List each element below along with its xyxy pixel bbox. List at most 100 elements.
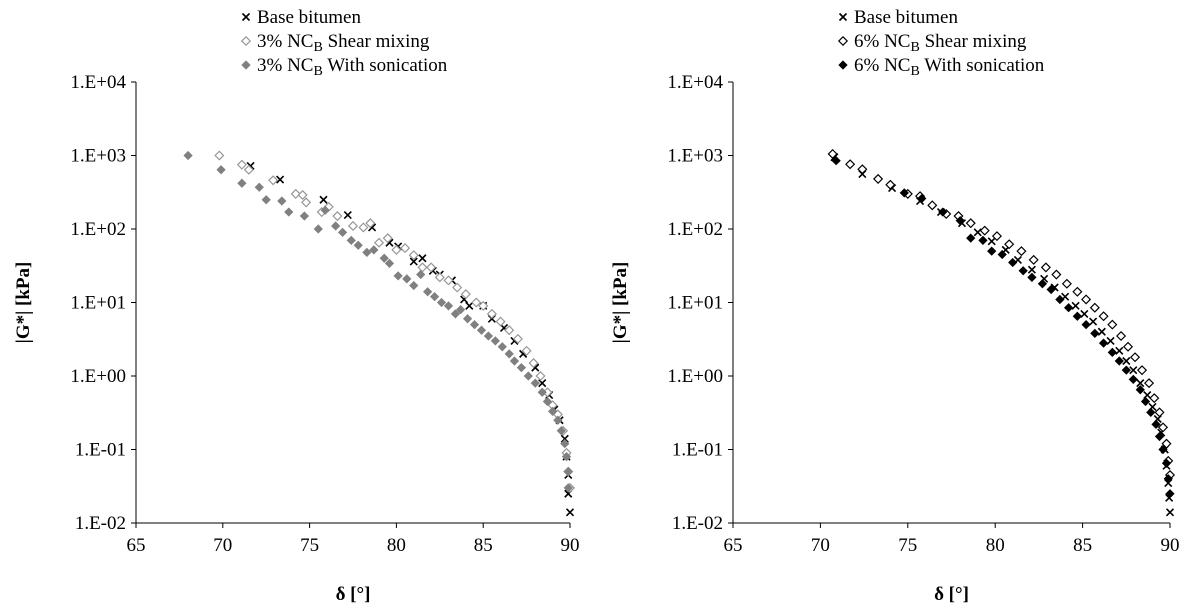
legend-label: 3% NCB Shear mixing bbox=[257, 31, 430, 55]
data-point bbox=[523, 371, 533, 381]
data-point bbox=[1063, 303, 1074, 313]
data-point bbox=[563, 467, 573, 477]
data-point bbox=[528, 358, 539, 369]
data-point bbox=[409, 280, 419, 291]
data-point bbox=[337, 227, 348, 237]
data-point bbox=[1161, 458, 1172, 468]
legend-marker bbox=[837, 35, 849, 47]
legend-entry-3: 3% NCB With sonication bbox=[241, 55, 448, 79]
legend-entry-1: Base bitumen bbox=[838, 7, 958, 28]
data-point bbox=[373, 237, 385, 248]
data-point bbox=[565, 508, 575, 517]
legend-entry-3: 6% NCB With sonication bbox=[838, 55, 1045, 79]
data-point bbox=[1136, 365, 1148, 376]
data-point bbox=[845, 159, 856, 170]
data-point bbox=[290, 188, 301, 199]
y-tick-label: 1.E-02 bbox=[75, 513, 126, 534]
x-tick-label: 75 bbox=[300, 535, 319, 556]
data-point bbox=[1121, 365, 1131, 375]
data-point bbox=[1051, 269, 1062, 280]
x-tick-label: 70 bbox=[811, 535, 830, 556]
y-tick-label: 1.E+03 bbox=[70, 146, 126, 167]
series-2-points bbox=[214, 150, 576, 493]
data-point bbox=[1081, 294, 1092, 305]
data-point bbox=[301, 197, 312, 208]
data-point bbox=[857, 164, 868, 175]
data-point bbox=[1107, 347, 1117, 357]
data-point bbox=[1115, 346, 1124, 355]
data-point bbox=[497, 342, 507, 352]
data-point bbox=[516, 363, 527, 373]
data-point bbox=[955, 216, 965, 226]
x-tick-label: 90 bbox=[561, 535, 580, 556]
data-point bbox=[277, 196, 287, 206]
data-point bbox=[1165, 508, 1175, 517]
data-point bbox=[1163, 474, 1173, 484]
data-point bbox=[261, 195, 271, 205]
series-3-points bbox=[183, 150, 573, 493]
legend-entry-1: Base bitumen bbox=[241, 7, 361, 28]
chart-left: 1.E-02 1.E-01 1.E+00 1.E+01 1.E+02 1.E+03 1.E+… bbox=[0, 0, 596, 607]
data-point bbox=[1122, 341, 1134, 352]
data-point bbox=[379, 253, 389, 263]
data-point bbox=[297, 189, 308, 201]
data-point bbox=[1016, 246, 1027, 257]
data-point bbox=[1046, 284, 1056, 295]
data-point bbox=[462, 314, 473, 324]
data-point bbox=[1097, 327, 1106, 336]
data-point bbox=[548, 406, 558, 417]
data-point bbox=[452, 282, 463, 293]
data-point bbox=[1154, 407, 1165, 418]
data-point bbox=[347, 220, 359, 232]
data-point bbox=[1072, 286, 1083, 297]
series-2-points bbox=[827, 148, 1176, 481]
series-1-points bbox=[246, 161, 575, 517]
y-tick-label: 1.E+03 bbox=[667, 146, 723, 167]
data-point bbox=[1140, 396, 1151, 407]
y-axis-title: |G*| [kPa] bbox=[610, 262, 631, 344]
data-point bbox=[1027, 272, 1037, 282]
data-point bbox=[560, 434, 569, 443]
data-point bbox=[460, 289, 471, 300]
x-axis-title: δ [°] bbox=[934, 584, 969, 605]
data-point bbox=[362, 247, 372, 258]
data-point bbox=[346, 235, 356, 246]
data-point bbox=[400, 243, 411, 254]
legend-entry-2: 3% NCB Shear mixing bbox=[240, 31, 430, 55]
data-point bbox=[561, 451, 572, 462]
x-tick-label: 80 bbox=[986, 535, 1005, 556]
data-point bbox=[556, 426, 566, 436]
data-point bbox=[512, 333, 523, 344]
legend-marker bbox=[240, 35, 252, 47]
data-point bbox=[391, 244, 402, 255]
data-point bbox=[1157, 422, 1169, 433]
y-tick-label: 1.E+02 bbox=[70, 219, 126, 240]
y-tick-label: 1.E-01 bbox=[672, 440, 723, 461]
data-point bbox=[1098, 311, 1109, 322]
data-point bbox=[183, 150, 193, 161]
x-tick-label: 85 bbox=[474, 535, 493, 556]
data-point bbox=[1107, 319, 1118, 330]
y-tick-label: 1.E+00 bbox=[70, 366, 126, 387]
data-point bbox=[426, 262, 437, 273]
data-point bbox=[1149, 393, 1160, 404]
data-point bbox=[1090, 328, 1100, 339]
x-tick-label: 90 bbox=[1161, 535, 1180, 556]
data-point bbox=[563, 483, 573, 493]
x-tick-label: 85 bbox=[1073, 535, 1092, 556]
data-point bbox=[966, 233, 976, 243]
data-point bbox=[456, 304, 466, 315]
data-point bbox=[1165, 489, 1175, 499]
chart-right: 1.E-02 1.E-01 1.E+00 1.E+01 1.E+02 1.E+03 1.E+… bbox=[597, 0, 1193, 607]
data-point bbox=[353, 240, 363, 250]
data-point bbox=[521, 345, 532, 356]
data-point bbox=[490, 336, 500, 346]
data-point bbox=[358, 222, 369, 233]
data-point bbox=[299, 211, 310, 221]
data-point bbox=[417, 262, 428, 273]
data-point bbox=[1061, 278, 1072, 289]
data-point bbox=[1055, 294, 1065, 305]
chart-svg: 1.E-02 1.E-01 1.E+00 1.E+01 1.E+02 1.E+03 1.E+… bbox=[13, 7, 580, 605]
data-point bbox=[509, 356, 520, 366]
y-tick-label: 1.E+00 bbox=[667, 366, 723, 387]
